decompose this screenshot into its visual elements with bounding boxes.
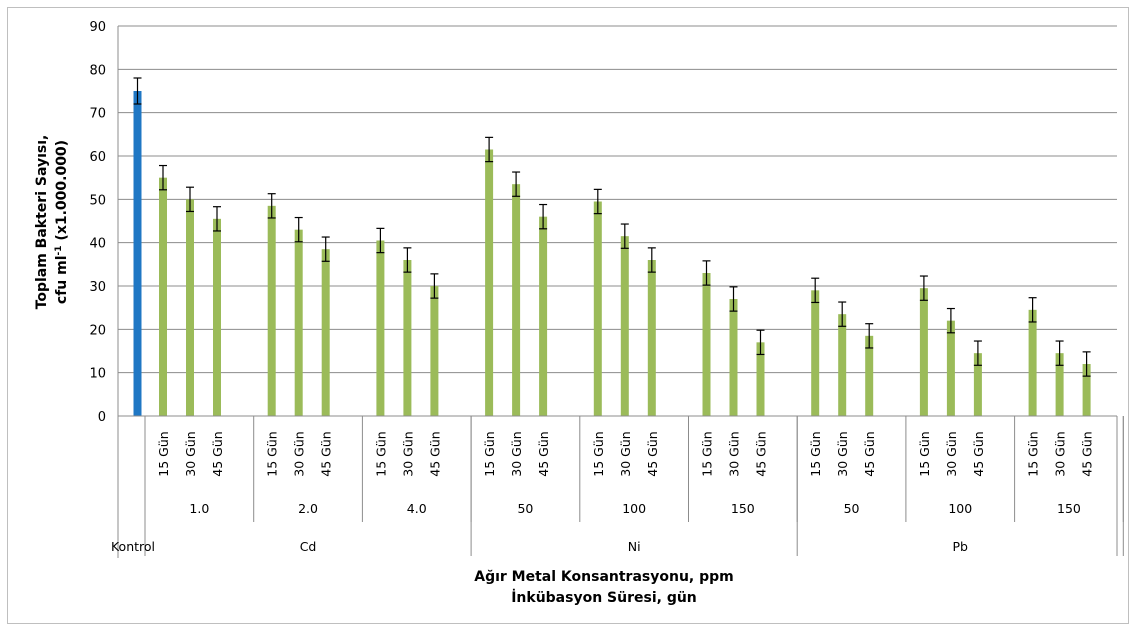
labels-layer: 0 10 20 30 40 50 60 70 80 90 Kontrol 15 Gün 30 Gün 45… bbox=[89, 20, 1094, 554]
treatment-bar bbox=[376, 240, 385, 416]
x-axis-title-line1: Ağır Metal Konsantrasyonu, ppm bbox=[474, 569, 734, 585]
concentration-label: 2.0 bbox=[298, 501, 318, 516]
control-label: Kontrol bbox=[111, 539, 155, 554]
treatment-bar bbox=[919, 288, 928, 416]
treatment-bar bbox=[485, 149, 494, 416]
concentration-label: 150 bbox=[731, 501, 755, 516]
concentration-label: 50 bbox=[517, 501, 533, 516]
bar-duration-label: 45 Gün bbox=[862, 431, 877, 476]
bar-duration-label: 30 Gün bbox=[618, 431, 633, 476]
x-axis-title-line2: İnkübasyon Süresi, gün bbox=[511, 589, 697, 606]
bar-duration-label: 30 Gün bbox=[400, 431, 415, 476]
treatment-bar bbox=[512, 184, 521, 416]
treatment-bar bbox=[838, 314, 847, 416]
bar-duration-label: 15 Gün bbox=[1026, 431, 1041, 476]
bar-duration-label: 45 Gün bbox=[536, 431, 551, 476]
treatment-bar bbox=[186, 199, 194, 416]
y-tick-label: 30 bbox=[89, 280, 106, 295]
bar-duration-label: 15 Gün bbox=[591, 431, 606, 476]
bar-duration-label: 45 Gün bbox=[645, 431, 660, 476]
bar-duration-label: 15 Gün bbox=[808, 431, 823, 476]
control-bar bbox=[133, 91, 142, 416]
bar-duration-label: 45 Gün bbox=[754, 431, 769, 476]
treatment-bar bbox=[593, 201, 602, 416]
treatment-bar bbox=[702, 273, 711, 416]
bar-duration-label: 45 Gün bbox=[427, 431, 442, 476]
bar-duration-label: 15 Gün bbox=[917, 431, 932, 476]
bar-duration-label: 15 Gün bbox=[156, 431, 171, 476]
bar-duration-label: 15 Gün bbox=[700, 431, 715, 476]
treatment-bar bbox=[647, 260, 656, 416]
y-tick-label: 10 bbox=[89, 367, 106, 382]
bar-duration-label: 45 Gün bbox=[319, 431, 334, 476]
y-tick-label: 60 bbox=[89, 150, 106, 165]
concentration-label: 50 bbox=[844, 501, 860, 516]
y-tick-label: 20 bbox=[89, 323, 106, 338]
metal-label: Ni bbox=[628, 539, 641, 554]
y-tick-label: 40 bbox=[89, 237, 106, 252]
bars-layer bbox=[133, 77, 1091, 416]
treatment-bar bbox=[267, 205, 276, 416]
bar-duration-label: 15 Gün bbox=[482, 431, 497, 476]
y-tick-label: 70 bbox=[89, 107, 106, 122]
bar-duration-label: 30 Gün bbox=[1053, 431, 1068, 476]
treatment-bar bbox=[729, 299, 738, 416]
treatment-bar bbox=[1082, 364, 1091, 416]
y-tick-label: 80 bbox=[89, 63, 106, 78]
treatment-bar bbox=[1055, 353, 1064, 416]
concentration-label: 1.0 bbox=[189, 501, 209, 516]
bar-duration-label: 15 Gün bbox=[373, 431, 388, 476]
bar-duration-label: 30 Gün bbox=[509, 431, 524, 476]
treatment-bar bbox=[294, 229, 303, 416]
y-tick-label: 0 bbox=[98, 410, 106, 425]
bar-duration-label: 30 Gün bbox=[183, 431, 198, 476]
treatment-bar bbox=[973, 353, 982, 416]
bar-duration-label: 45 Gün bbox=[971, 431, 986, 476]
treatment-bar bbox=[620, 236, 629, 416]
axis-layer bbox=[117, 26, 1124, 558]
y-axis-title-line1: Toplam Bakteri Sayısı, bbox=[34, 135, 50, 310]
metal-label: Cd bbox=[300, 539, 317, 554]
bar-duration-label: 45 Gün bbox=[210, 431, 225, 476]
treatment-bar bbox=[539, 216, 548, 416]
treatment-bar bbox=[159, 177, 167, 416]
concentration-label: 150 bbox=[1057, 501, 1081, 516]
bar-duration-label: 15 Gün bbox=[265, 431, 280, 476]
bar-duration-label: 30 Gün bbox=[835, 431, 850, 476]
treatment-bar bbox=[403, 260, 412, 416]
concentration-label: 4.0 bbox=[407, 501, 427, 516]
treatment-bar bbox=[865, 335, 874, 416]
treatment-bar bbox=[213, 218, 221, 416]
metal-label: Pb bbox=[953, 539, 969, 554]
bar-duration-label: 30 Gün bbox=[727, 431, 742, 476]
treatment-bar bbox=[946, 320, 955, 416]
concentration-label: 100 bbox=[622, 501, 646, 516]
y-tick-label: 90 bbox=[89, 20, 106, 35]
treatment-bar bbox=[756, 342, 765, 416]
concentration-label: 100 bbox=[948, 501, 972, 516]
treatment-bar bbox=[811, 290, 820, 416]
bar-duration-label: 30 Gün bbox=[292, 431, 307, 476]
y-axis-title-unit: cfu ml bbox=[54, 255, 70, 304]
y-axis-title-suffix: (x1.000.000) bbox=[54, 140, 70, 246]
bar-duration-label: 30 Gün bbox=[944, 431, 959, 476]
treatment-bar bbox=[430, 286, 439, 416]
treatment-bar bbox=[321, 249, 330, 416]
bar-duration-label: 45 Gün bbox=[1080, 431, 1095, 476]
y-axis-title-line2: cfu ml-1 (x1.000.000) bbox=[54, 140, 70, 304]
y-tick-label: 50 bbox=[89, 193, 106, 208]
treatment-bar bbox=[1028, 309, 1037, 416]
y-axis-title-superscript: -1 bbox=[54, 245, 64, 255]
